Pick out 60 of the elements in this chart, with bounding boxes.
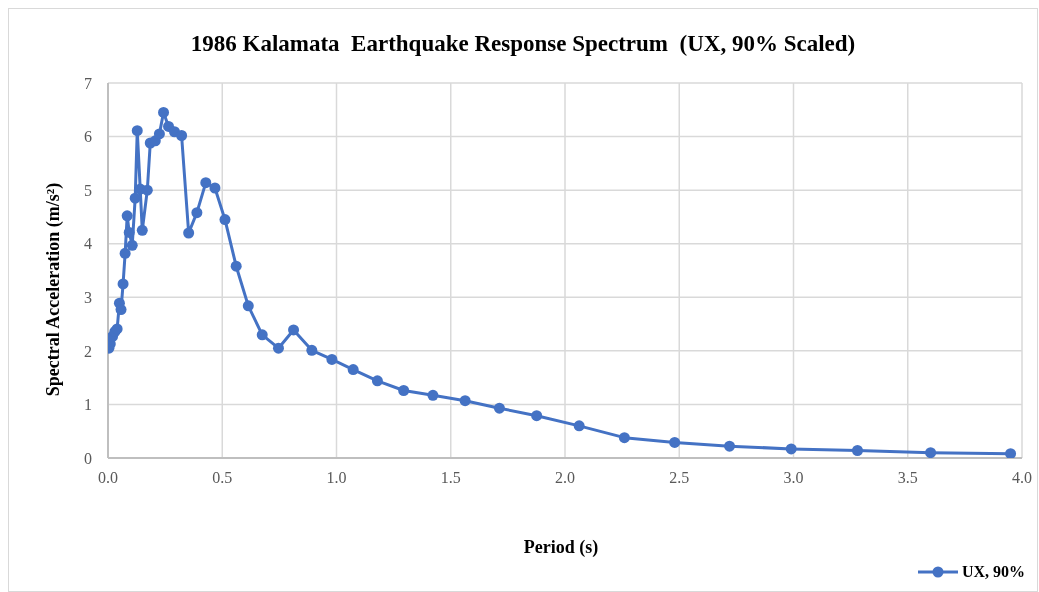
y-tick-label: 2	[84, 342, 92, 360]
point	[115, 304, 127, 316]
point	[618, 432, 630, 444]
x-tick-label: 1.0	[326, 469, 347, 487]
x-tick-label: 3.0	[783, 469, 804, 487]
x-tick-label: 2.5	[669, 469, 690, 487]
point	[1005, 448, 1017, 458]
point	[129, 192, 141, 204]
point	[200, 177, 212, 189]
point	[272, 342, 284, 354]
point	[306, 344, 318, 356]
point	[785, 443, 797, 455]
point	[191, 207, 203, 219]
point	[242, 300, 254, 312]
point	[925, 447, 937, 458]
point	[398, 385, 410, 396]
legend-label: UX, 90%	[961, 563, 1025, 581]
x-tick-label: 2.0	[555, 469, 575, 487]
y-tick-label: 5	[84, 181, 92, 199]
x-tick-label: 4.0	[1012, 469, 1032, 487]
point	[573, 420, 585, 432]
x-tick-label: 1.5	[440, 469, 461, 487]
point	[288, 324, 300, 336]
point	[256, 329, 268, 341]
point	[153, 128, 165, 140]
point	[851, 445, 863, 456]
y-tick-label: 1	[84, 396, 92, 414]
point	[724, 440, 736, 452]
point	[531, 410, 543, 422]
x-tick-label: 3.5	[897, 469, 918, 487]
point	[230, 260, 242, 272]
point	[117, 278, 129, 290]
point	[493, 402, 505, 414]
y-tick-label: 4	[84, 235, 92, 253]
point	[371, 375, 383, 387]
x-tick-label: 0.5	[212, 469, 233, 487]
point	[176, 130, 188, 141]
y-tick-label: 7	[84, 74, 92, 92]
chart-title: 1986 Kalamata Earthquake Response Spectrum (UX, 90% Scaled)	[189, 31, 857, 57]
point	[123, 226, 135, 238]
y-tick-label: 3	[84, 288, 92, 306]
x-axis-title: Period (s)	[522, 537, 600, 558]
y-tick-label: 0	[84, 449, 92, 467]
point	[119, 247, 131, 259]
point	[326, 353, 338, 365]
y-tick-label: 6	[84, 128, 92, 146]
x-tick-label: 0.0	[98, 469, 118, 487]
point	[347, 364, 359, 376]
point	[158, 106, 170, 118]
y-axis-title: Spectral Acceleration (m/s²)	[43, 182, 65, 396]
point	[121, 210, 133, 222]
point	[136, 224, 148, 236]
point	[459, 395, 471, 407]
point	[131, 125, 143, 137]
point	[183, 227, 195, 239]
point	[209, 182, 221, 194]
point	[669, 436, 681, 448]
point	[219, 214, 231, 226]
point	[427, 389, 439, 401]
point	[126, 239, 138, 251]
